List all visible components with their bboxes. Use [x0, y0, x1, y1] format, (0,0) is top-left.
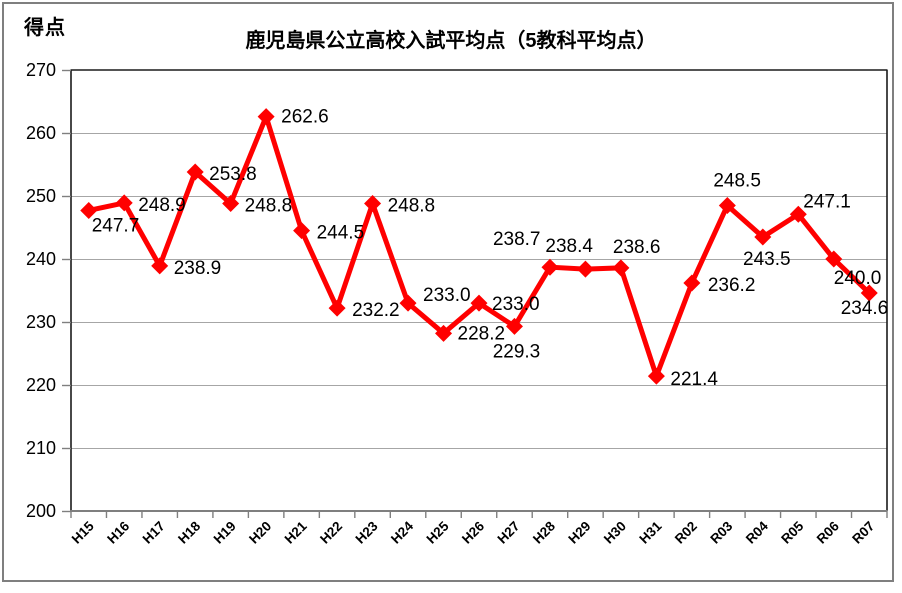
- x-axis-category-label: H19: [211, 519, 239, 547]
- y-axis-tick-label: 230: [26, 312, 56, 332]
- data-point-label: 238.4: [545, 236, 593, 257]
- data-point-label: 248.5: [713, 170, 761, 191]
- data-point-marker: [683, 274, 701, 292]
- data-point-label: 243.5: [743, 249, 791, 270]
- x-axis-category-label: H18: [175, 518, 203, 546]
- x-axis-category-label: R02: [672, 519, 700, 547]
- data-point-label: 244.5: [317, 223, 365, 244]
- data-point-marker: [80, 201, 98, 219]
- y-axis-tick-label: 210: [26, 438, 56, 458]
- data-point-label: 248.9: [138, 195, 186, 216]
- data-point-marker: [789, 205, 807, 223]
- y-axis-tick-label: 220: [26, 375, 56, 395]
- data-point-label: 238.7: [493, 229, 541, 250]
- data-point-label: 228.2: [458, 323, 506, 344]
- x-axis-category-label: H28: [530, 518, 558, 546]
- x-axis-category-label: H29: [565, 519, 593, 547]
- data-point-marker: [718, 196, 736, 214]
- y-axis-tick-label: 200: [26, 501, 56, 521]
- y-axis-tick-label: 270: [26, 60, 56, 80]
- x-axis-category-label: H25: [424, 518, 452, 546]
- data-point-label: 221.4: [670, 369, 718, 390]
- x-axis-category-label: H26: [459, 518, 487, 546]
- data-point-marker: [505, 317, 523, 335]
- data-point-label: 232.2: [352, 300, 400, 321]
- data-point-marker: [151, 257, 169, 275]
- x-axis-category-label: H21: [282, 518, 310, 546]
- data-point-label: 248.8: [388, 196, 436, 217]
- x-axis-category-label: H30: [601, 519, 629, 547]
- data-point-marker: [470, 294, 488, 312]
- data-point-marker: [612, 259, 630, 277]
- data-point-label: 236.2: [708, 275, 756, 296]
- data-point-label: 247.1: [803, 191, 851, 212]
- data-point-marker: [293, 222, 311, 240]
- data-point-marker: [647, 367, 665, 385]
- x-axis-category-label: R03: [707, 518, 735, 546]
- x-axis-category-label: H31: [636, 518, 664, 546]
- data-point-marker: [541, 258, 559, 276]
- data-point-label: 262.6: [281, 107, 329, 128]
- x-axis-category-label: H16: [104, 518, 132, 546]
- x-axis-category-label: H15: [69, 518, 97, 546]
- x-axis-category-label: R05: [778, 518, 806, 546]
- data-point-label: 233.0: [492, 294, 540, 315]
- data-point-label: 234.6: [841, 298, 889, 319]
- data-point-marker: [222, 195, 240, 213]
- x-axis-category-label: H17: [140, 519, 168, 547]
- y-axis-tick-label: 250: [26, 186, 56, 206]
- data-point-label: 248.8: [245, 196, 293, 217]
- x-axis-category-label: R04: [743, 518, 771, 546]
- data-point-label: 238.6: [613, 237, 661, 258]
- data-point-marker: [364, 195, 382, 213]
- data-point-label: 247.7: [92, 215, 140, 236]
- data-point-marker: [115, 194, 133, 212]
- y-axis-unit-label: 得点: [24, 17, 66, 39]
- chart-frame: [2, 2, 894, 582]
- x-axis-category-label: H27: [494, 519, 522, 547]
- data-point-marker: [399, 294, 417, 312]
- y-axis-tick-label: 240: [26, 249, 56, 269]
- x-axis-category-label: R06: [814, 518, 842, 546]
- x-axis-category-label: H20: [246, 519, 274, 547]
- data-point-label: 253.8: [209, 164, 257, 185]
- x-axis-category-label: H22: [317, 519, 345, 547]
- data-point-marker: [257, 108, 275, 126]
- data-point-label: 240.0: [834, 268, 882, 289]
- data-point-marker: [860, 284, 878, 302]
- y-axis-tick-label: 260: [26, 123, 56, 143]
- x-axis-category-label: R07: [849, 519, 877, 547]
- data-point-marker: [186, 163, 204, 181]
- data-point-marker: [825, 250, 843, 268]
- data-point-marker: [576, 260, 594, 278]
- data-point-label: 233.0: [423, 285, 471, 306]
- chart-title: 鹿児島県公立高校入試平均点（5教科平均点）: [245, 30, 657, 52]
- data-point-label: 238.9: [174, 258, 222, 279]
- data-point-marker: [328, 299, 346, 317]
- data-point-marker: [435, 324, 453, 342]
- data-point-marker: [754, 228, 772, 246]
- x-axis-category-label: H23: [353, 518, 381, 546]
- data-point-label: 229.3: [493, 341, 541, 362]
- x-axis-category-label: H24: [388, 518, 416, 546]
